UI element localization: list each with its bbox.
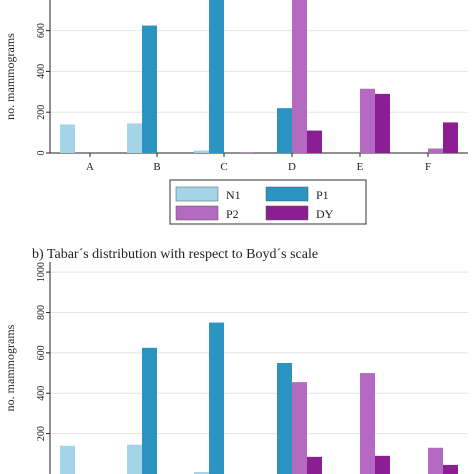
legend-label-N1: N1 bbox=[226, 188, 241, 202]
bar-P1-2 bbox=[209, 0, 224, 153]
bar-P1-1 bbox=[142, 347, 157, 474]
bar-P1-1 bbox=[142, 25, 157, 153]
legend-swatch-P1 bbox=[265, 186, 309, 202]
bar-N1-1 bbox=[127, 123, 142, 153]
bar-N1-2 bbox=[194, 471, 209, 474]
y-tick-label: 0 bbox=[36, 151, 47, 156]
bar-N1-2 bbox=[194, 150, 209, 153]
bar-P1-3 bbox=[277, 108, 292, 153]
bar-DY-4 bbox=[375, 455, 390, 474]
bar-P1-2 bbox=[209, 322, 224, 474]
top-chart: 0 200 400 600 no. mammograms A B C D E F bbox=[3, 0, 468, 173]
bottom-chart: 200 400 600 800 1000 no. mammograms bbox=[3, 262, 468, 474]
bar-DY-3 bbox=[307, 130, 322, 153]
y-tick-label: 400 bbox=[36, 64, 47, 79]
bar-P2-5 bbox=[428, 148, 443, 153]
y-axis-title: no. mammograms bbox=[3, 324, 17, 411]
y-axis-title: no. mammograms bbox=[3, 33, 17, 120]
bar-DY-5 bbox=[443, 464, 458, 474]
x-tick-label: C bbox=[220, 161, 227, 173]
x-tick-label: B bbox=[153, 161, 160, 173]
subtitle-b: b) Tabar´s distribution with respect to … bbox=[32, 247, 318, 262]
y-tick-label: 1000 bbox=[36, 262, 47, 282]
legend-swatch-P2 bbox=[175, 205, 219, 221]
bar-P2-3 bbox=[292, 0, 307, 153]
bar-P2-3 bbox=[292, 382, 307, 474]
bar-DY-4 bbox=[375, 93, 390, 153]
bar-P2-5 bbox=[428, 447, 443, 474]
y-tick-label: 800 bbox=[36, 305, 47, 320]
legend-label-P1: P1 bbox=[316, 188, 329, 202]
y-tick-label: 600 bbox=[36, 345, 47, 360]
legend-label-DY: DY bbox=[316, 207, 334, 221]
bar-DY-5 bbox=[443, 122, 458, 153]
x-tick-label: D bbox=[288, 161, 296, 173]
y-tick-label: 200 bbox=[36, 426, 47, 441]
y-tick-label: 200 bbox=[36, 105, 47, 120]
x-tick-label: E bbox=[357, 161, 364, 173]
legend-swatch-DY bbox=[265, 205, 309, 221]
bar-N1-0 bbox=[60, 124, 75, 153]
x-tick-label: A bbox=[86, 161, 94, 173]
bar-N1-0 bbox=[60, 445, 75, 474]
bar-DY-3 bbox=[307, 456, 322, 474]
bar-P1-3 bbox=[277, 362, 292, 474]
legend: N1 P1 P2 DY bbox=[169, 179, 367, 225]
bar-P2-4 bbox=[360, 88, 375, 153]
bar-P2-4 bbox=[360, 373, 375, 474]
legend-label-P2: P2 bbox=[226, 207, 239, 221]
legend-swatch-N1 bbox=[175, 186, 219, 202]
y-tick-label: 400 bbox=[36, 386, 47, 401]
bar-N1-1 bbox=[127, 444, 142, 474]
y-tick-label: 600 bbox=[36, 23, 47, 38]
x-tick-label: F bbox=[425, 161, 431, 173]
